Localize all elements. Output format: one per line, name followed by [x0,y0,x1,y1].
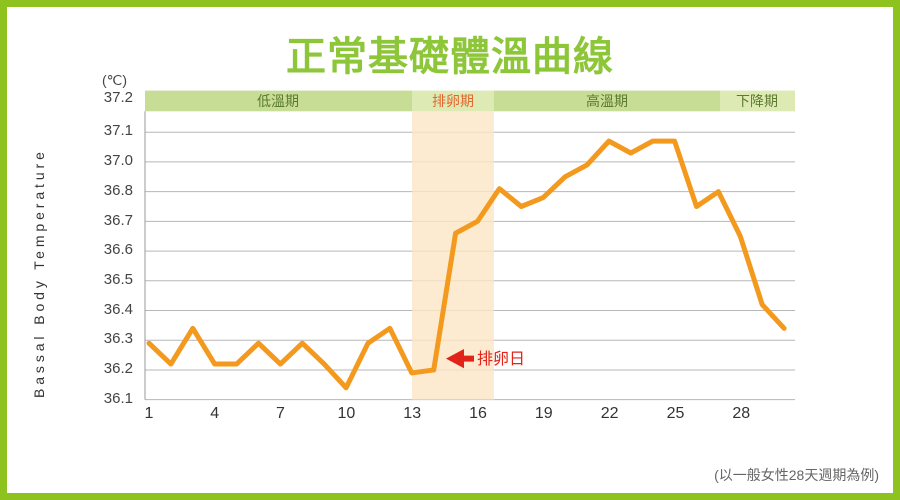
svg-text:高溫期: 高溫期 [586,93,628,109]
svg-text:低溫期: 低溫期 [257,93,299,109]
svg-text:排卵日: 排卵日 [477,350,525,368]
svg-text:排卵期: 排卵期 [432,93,474,109]
svg-text:下降期: 下降期 [736,93,778,109]
